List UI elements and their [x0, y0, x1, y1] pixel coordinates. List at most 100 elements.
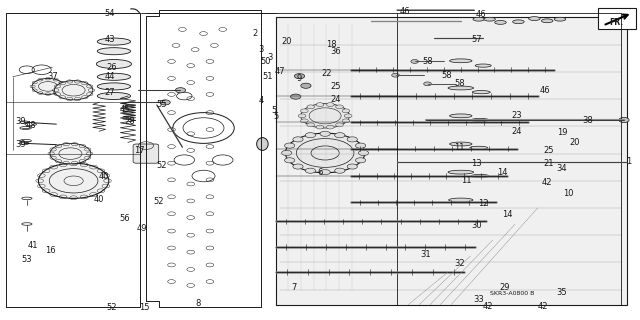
Text: 57: 57: [472, 35, 482, 44]
Circle shape: [301, 119, 308, 123]
Circle shape: [293, 164, 303, 169]
Circle shape: [285, 143, 295, 148]
Text: 2: 2: [252, 29, 257, 38]
Text: 51: 51: [262, 72, 273, 81]
Ellipse shape: [513, 20, 524, 24]
Text: 46: 46: [399, 7, 410, 16]
Circle shape: [355, 158, 365, 163]
Ellipse shape: [484, 17, 495, 21]
Text: 28: 28: [124, 117, 134, 126]
Text: 25: 25: [544, 146, 554, 155]
Text: SKR3-A0800 B: SKR3-A0800 B: [490, 291, 534, 296]
Text: 12: 12: [478, 199, 488, 208]
Text: 35: 35: [557, 288, 567, 297]
Ellipse shape: [473, 17, 484, 21]
Text: 40: 40: [94, 195, 104, 204]
Circle shape: [347, 137, 357, 142]
Circle shape: [335, 168, 345, 173]
Circle shape: [392, 73, 399, 77]
Text: 13: 13: [472, 159, 482, 168]
Text: 58: 58: [442, 71, 452, 80]
Text: 22: 22: [321, 69, 332, 78]
Text: 23: 23: [512, 111, 522, 120]
Ellipse shape: [470, 146, 488, 149]
Text: 34: 34: [557, 164, 567, 172]
Text: 37: 37: [47, 72, 58, 81]
Text: 36: 36: [331, 47, 341, 56]
Ellipse shape: [97, 48, 131, 55]
Text: 46: 46: [476, 10, 486, 19]
Text: 50: 50: [260, 57, 271, 66]
Ellipse shape: [257, 138, 268, 150]
Ellipse shape: [475, 64, 492, 67]
Text: 43: 43: [105, 35, 115, 44]
Text: 5: 5: [274, 112, 279, 121]
Circle shape: [326, 125, 334, 129]
Text: 21: 21: [544, 159, 554, 168]
Ellipse shape: [471, 174, 489, 178]
Ellipse shape: [97, 92, 131, 100]
Ellipse shape: [471, 118, 489, 122]
Ellipse shape: [97, 38, 131, 45]
Circle shape: [301, 109, 308, 113]
Text: 26: 26: [107, 63, 117, 72]
Ellipse shape: [449, 114, 472, 118]
Text: 46: 46: [540, 86, 550, 95]
Circle shape: [285, 133, 365, 173]
Text: 58: 58: [454, 79, 465, 88]
Ellipse shape: [554, 17, 566, 21]
Text: 3: 3: [259, 45, 264, 54]
Circle shape: [293, 137, 303, 142]
Circle shape: [301, 83, 311, 88]
Circle shape: [160, 100, 170, 105]
Text: 24: 24: [512, 127, 522, 136]
Text: 48: 48: [26, 121, 36, 130]
Text: 52: 52: [154, 197, 164, 206]
Text: 20: 20: [570, 138, 580, 147]
Text: 45: 45: [120, 105, 130, 114]
Text: 49: 49: [137, 224, 147, 233]
Circle shape: [175, 88, 186, 93]
Ellipse shape: [449, 198, 473, 202]
Text: 5: 5: [271, 106, 276, 115]
Text: 10: 10: [563, 189, 573, 198]
Circle shape: [50, 143, 91, 164]
Ellipse shape: [472, 91, 490, 94]
Text: 40: 40: [99, 172, 109, 181]
Text: 47: 47: [275, 67, 285, 76]
Circle shape: [335, 123, 343, 127]
Circle shape: [320, 131, 330, 136]
Circle shape: [307, 123, 315, 127]
Text: 11: 11: [454, 143, 465, 152]
Circle shape: [326, 103, 334, 107]
Circle shape: [307, 105, 315, 109]
Circle shape: [32, 78, 64, 94]
Text: 39: 39: [15, 117, 26, 126]
Text: 58: 58: [422, 57, 433, 66]
Ellipse shape: [448, 170, 474, 174]
Text: 27: 27: [105, 88, 115, 97]
Text: 32: 32: [454, 260, 465, 268]
Ellipse shape: [529, 17, 540, 20]
Circle shape: [285, 158, 295, 163]
Text: 42: 42: [542, 178, 552, 187]
Text: 24: 24: [331, 95, 341, 104]
Text: 53: 53: [22, 255, 32, 264]
Text: 9: 9: [297, 74, 302, 83]
Circle shape: [316, 125, 324, 129]
Circle shape: [335, 133, 345, 138]
Circle shape: [298, 114, 306, 118]
Text: 14: 14: [497, 168, 508, 177]
Ellipse shape: [449, 59, 472, 63]
FancyBboxPatch shape: [598, 8, 636, 29]
Circle shape: [320, 170, 330, 175]
Circle shape: [38, 163, 109, 198]
Circle shape: [342, 109, 349, 113]
Text: 3: 3: [268, 53, 273, 62]
Circle shape: [291, 94, 301, 99]
Text: 14: 14: [502, 210, 512, 219]
Circle shape: [424, 82, 431, 86]
Text: 52: 52: [107, 303, 117, 312]
Text: 38: 38: [582, 116, 593, 124]
Text: 31: 31: [420, 250, 431, 259]
